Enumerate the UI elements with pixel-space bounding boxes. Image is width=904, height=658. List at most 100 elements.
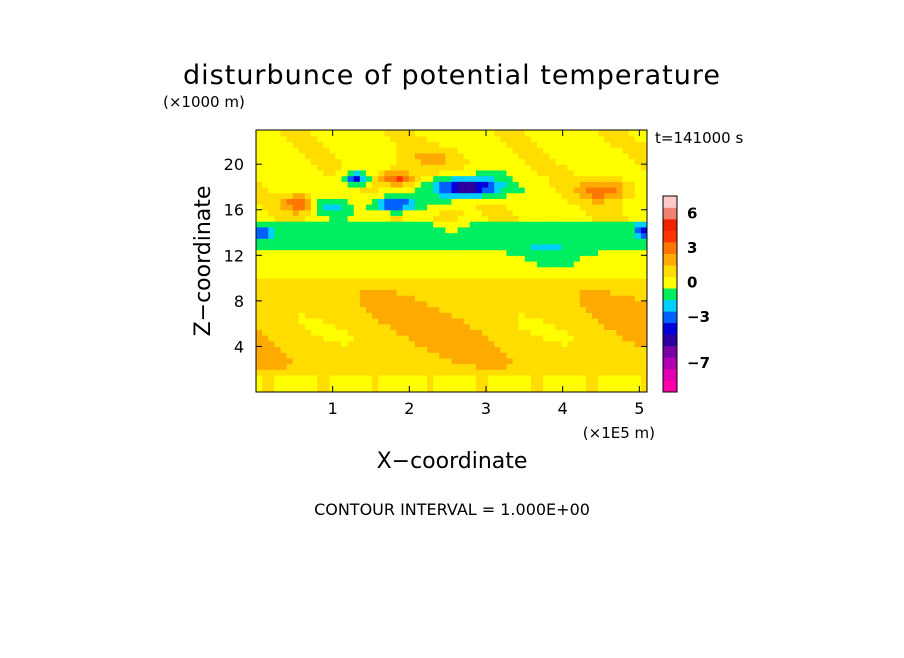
heatmap-cell: [329, 209, 337, 217]
heatmap-cell: [537, 352, 544, 359]
heatmap-cell: [634, 249, 642, 256]
heatmap-cell: [329, 278, 337, 285]
heatmap-cell: [604, 215, 611, 222]
heatmap-cell: [475, 329, 483, 336]
heatmap-cell: [567, 255, 575, 262]
heatmap-cell: [359, 369, 367, 376]
heatmap-cell: [616, 147, 624, 154]
y-tick-label: 12: [224, 246, 244, 265]
heatmap-cell: [286, 357, 294, 365]
heatmap-cell: [530, 266, 538, 273]
heatmap-cell: [286, 317, 294, 325]
heatmap-cell: [634, 169, 642, 177]
heatmap-cell: [512, 175, 520, 182]
heatmap-cell: [537, 141, 544, 148]
heatmap-cell: [341, 169, 349, 177]
heatmap-cell: [408, 295, 416, 302]
heatmap-cell: [304, 329, 312, 336]
heatmap-cell: [280, 340, 288, 348]
heatmap-cell: [414, 255, 422, 262]
heatmap-cell: [561, 204, 569, 211]
heatmap-cell: [585, 232, 593, 239]
heatmap-cell: [445, 272, 453, 279]
heatmap-cell: [598, 158, 605, 165]
heatmap-cell: [622, 249, 630, 256]
heatmap-cell: [359, 266, 367, 273]
heatmap-cell: [408, 312, 416, 319]
heatmap-cell: [622, 204, 630, 211]
heatmap-cell: [347, 209, 355, 217]
heatmap-cell: [292, 289, 300, 296]
heatmap-cell: [317, 323, 324, 330]
heatmap-cell: [567, 130, 575, 137]
heatmap-cell: [469, 198, 477, 205]
heatmap-cell: [573, 329, 581, 336]
heatmap-cell: [402, 340, 410, 348]
heatmap-cell: [262, 221, 269, 228]
heatmap-cell: [390, 300, 398, 308]
heatmap-cell: [622, 152, 630, 160]
heatmap-cell: [390, 295, 398, 302]
heatmap-cell: [543, 312, 550, 319]
heatmap-cell: [274, 198, 282, 205]
heatmap-cell: [341, 147, 349, 154]
heatmap-cell: [396, 255, 404, 262]
heatmap-cell: [512, 266, 520, 273]
heatmap-cell: [463, 261, 471, 268]
heatmap-cell: [329, 158, 337, 165]
heatmap-cell: [256, 169, 263, 177]
heatmap-cell: [518, 147, 526, 154]
heatmap-cell: [298, 238, 306, 245]
heatmap-cell: [628, 130, 636, 137]
heatmap-cell: [494, 386, 501, 392]
heatmap-cell: [475, 278, 483, 285]
heatmap-cell: [469, 221, 477, 228]
heatmap-cell: [573, 335, 581, 342]
heatmap-cell: [298, 266, 306, 273]
heatmap-cell: [628, 175, 636, 182]
heatmap-cell: [451, 181, 459, 188]
heatmap-cell: [445, 369, 453, 376]
heatmap-cell: [359, 141, 367, 148]
heatmap-cell: [274, 357, 282, 365]
heatmap-cell: [323, 317, 330, 325]
heatmap-cell: [463, 317, 471, 325]
heatmap-cell: [585, 243, 593, 251]
heatmap-cell: [323, 152, 330, 160]
heatmap-cell: [469, 226, 477, 234]
heatmap-cell: [280, 335, 288, 342]
heatmap-cell: [616, 306, 624, 313]
heatmap-cell: [561, 261, 569, 268]
heatmap-cell: [317, 204, 324, 211]
heatmap-cell: [592, 164, 599, 171]
colorbar-swatch: [663, 380, 677, 393]
heatmap-cell: [323, 289, 330, 296]
heatmap-cell: [561, 181, 569, 188]
heatmap-cell: [604, 130, 611, 137]
heatmap-cell: [445, 158, 453, 165]
heatmap-cell: [256, 232, 263, 239]
heatmap-cell: [482, 181, 489, 188]
heatmap-cell: [335, 323, 343, 330]
heatmap-cell: [347, 181, 355, 188]
heatmap-cell: [427, 283, 434, 291]
heatmap-cell: [494, 363, 501, 370]
heatmap-cell: [414, 352, 422, 359]
colorbar-swatch: [663, 322, 677, 335]
heatmap-cell: [616, 175, 624, 182]
heatmap-cell: [451, 266, 459, 273]
heatmap-cell: [408, 130, 416, 137]
heatmap-cell: [329, 243, 337, 251]
heatmap-cell: [549, 204, 556, 211]
heatmap-cell: [457, 335, 465, 342]
colorbar-swatch: [663, 219, 677, 231]
heatmap-cell: [524, 152, 532, 160]
heatmap-cell: [506, 186, 514, 194]
heatmap-cell: [610, 147, 618, 154]
heatmap-cell: [359, 152, 367, 160]
heatmap-cell: [561, 209, 569, 217]
heatmap-cell: [268, 295, 275, 302]
heatmap-cell: [573, 243, 581, 251]
heatmap-cell: [610, 306, 618, 313]
heatmap-cell: [543, 363, 550, 370]
